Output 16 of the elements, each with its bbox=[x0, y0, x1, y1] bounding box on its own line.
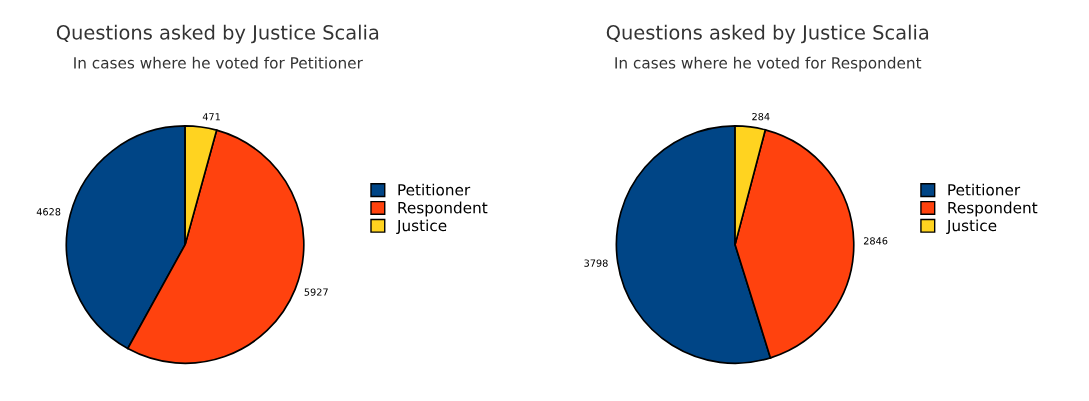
data-label: 3798 bbox=[584, 259, 608, 267]
data-label: 471 bbox=[202, 113, 220, 121]
legend-label: Justice bbox=[396, 219, 447, 235]
chart-title: Questions asked by Justice Scalia bbox=[56, 24, 379, 44]
legend-label: Justice bbox=[946, 219, 997, 235]
data-label: 4628 bbox=[36, 208, 61, 216]
chart-subtitle: In cases where he voted for Respondent bbox=[615, 56, 922, 72]
legend-label: Petitioner bbox=[948, 183, 1021, 196]
data-label: 2846 bbox=[863, 237, 888, 245]
legend-label: Respondent bbox=[398, 201, 488, 217]
chart-subtitle: In cases where he voted for Petitioner bbox=[74, 56, 363, 69]
data-label: 5927 bbox=[304, 288, 328, 296]
data-label: 284 bbox=[752, 112, 770, 121]
chart-title: Questions asked by Justice Scalia bbox=[606, 24, 929, 44]
legend-label: Petitioner bbox=[398, 183, 471, 196]
legend-label: Respondent bbox=[948, 201, 1038, 217]
